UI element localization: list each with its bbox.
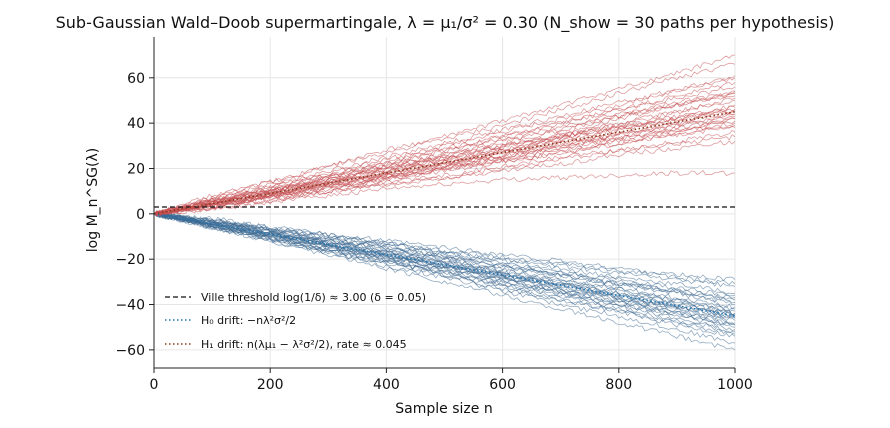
y-tick-label: 40 <box>127 116 145 132</box>
legend: Ville threshold log(1/δ) ≈ 3.00 (δ = 0.0… <box>165 291 426 351</box>
x-axis-label: Sample size n <box>395 401 492 417</box>
h1-paths <box>153 54 736 217</box>
series-path <box>153 54 736 215</box>
y-tick-label: −20 <box>115 252 145 268</box>
series-path <box>153 169 736 217</box>
series-path <box>153 213 736 316</box>
series-path <box>153 90 736 215</box>
x-tick-label: 800 <box>605 377 632 393</box>
series-path <box>153 213 736 335</box>
y-tick-label: −60 <box>115 343 145 359</box>
legend-threshold-label: Ville threshold log(1/δ) ≈ 3.00 (δ = 0.0… <box>201 291 426 304</box>
axis-ticks: 0 200 400 600 800 1000 −60 −40 −20 0 20 40 60 <box>115 71 752 393</box>
legend-h0-label: H₀ drift: −nλ²σ²/2 <box>201 314 296 327</box>
series-path <box>153 100 736 216</box>
x-tick-label: 400 <box>373 377 400 393</box>
series-path <box>153 108 736 215</box>
y-axis-label: log M_n^SG(λ) <box>85 148 101 252</box>
series-path <box>153 108 736 216</box>
y-tick-label: −40 <box>115 298 145 314</box>
x-tick-label: 600 <box>489 377 516 393</box>
y-tick-label: 60 <box>127 71 145 87</box>
series-path <box>153 213 736 316</box>
series-path <box>153 212 736 282</box>
series-path <box>153 211 736 286</box>
series-path <box>153 212 736 319</box>
x-tick-label: 1000 <box>717 377 753 393</box>
series-path <box>153 77 736 215</box>
series-path <box>153 86 736 216</box>
drift-and-threshold-lines <box>153 111 736 317</box>
series-path <box>153 125 736 217</box>
series-path <box>153 62 736 216</box>
y-tick-label: 0 <box>136 207 145 223</box>
chart-title: Sub-Gaussian Wald–Doob supermartingale, … <box>56 13 835 33</box>
series-path <box>153 213 736 326</box>
legend-h1-label: H₁ drift: n(λμ₁ − λ²σ²/2), rate ≈ 0.045 <box>201 338 407 351</box>
y-tick-label: 20 <box>127 161 145 177</box>
x-tick-label: 200 <box>257 377 284 393</box>
series-path <box>153 213 736 297</box>
h0-paths <box>153 211 736 351</box>
x-tick-label: 0 <box>150 377 159 393</box>
